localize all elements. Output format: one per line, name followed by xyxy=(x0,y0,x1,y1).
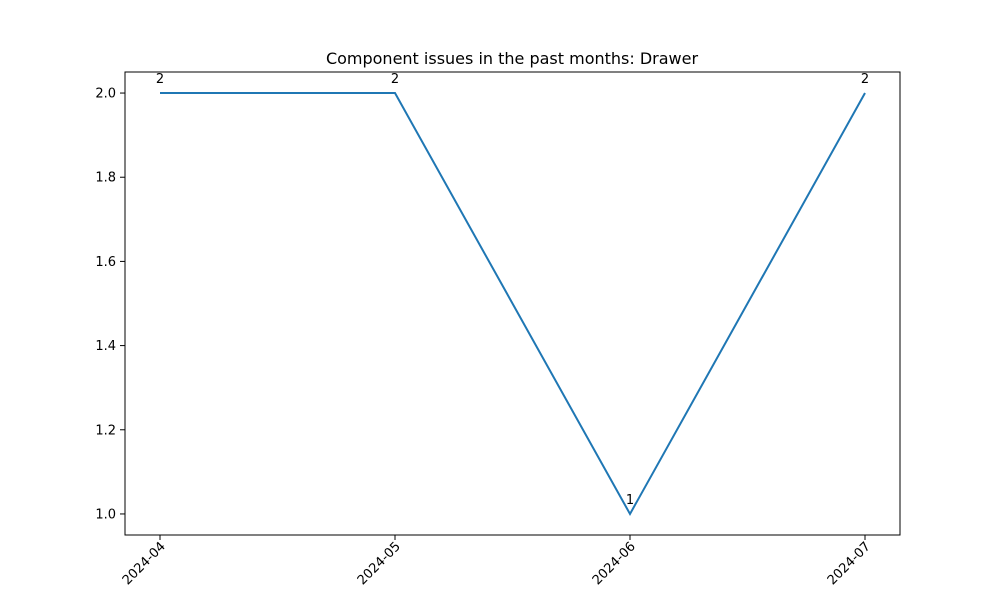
series-line xyxy=(160,92,866,517)
data-label: 1 xyxy=(626,493,634,508)
data-point xyxy=(863,91,867,95)
y-tick-label: 1.2 xyxy=(95,423,116,438)
data-point xyxy=(158,91,162,95)
y-tick-label: 1.6 xyxy=(95,255,116,270)
data-point xyxy=(628,512,632,516)
data-label: 2 xyxy=(156,72,164,87)
data-marks: 2 2 1 2 xyxy=(156,72,869,517)
data-label: 2 xyxy=(391,72,399,87)
chart-title: Component issues in the past months: Dra… xyxy=(326,49,699,68)
data-point xyxy=(393,91,397,95)
y-tick-label: 1.0 xyxy=(95,507,116,522)
y-tick-label: 1.4 xyxy=(95,339,116,354)
y-tick-label: 1.8 xyxy=(95,171,116,186)
data-label: 2 xyxy=(861,72,869,87)
plot-frame xyxy=(124,71,901,536)
y-tick-label: 2.0 xyxy=(95,87,116,102)
